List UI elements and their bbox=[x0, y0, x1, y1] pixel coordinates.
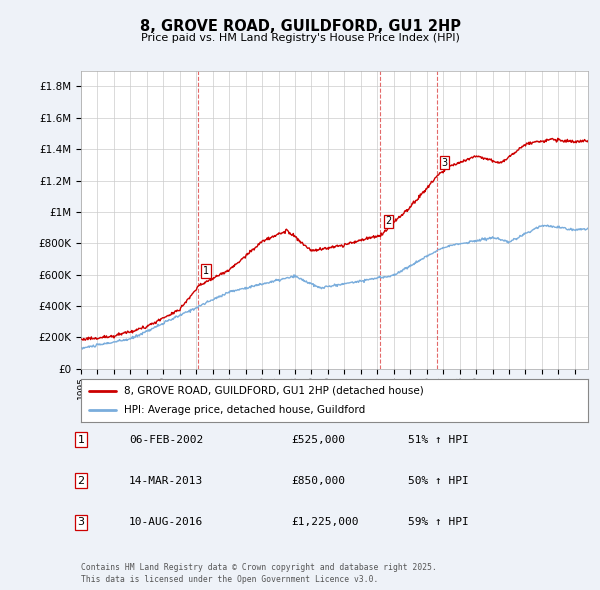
Text: Price paid vs. HM Land Registry's House Price Index (HPI): Price paid vs. HM Land Registry's House … bbox=[140, 33, 460, 42]
Text: 1: 1 bbox=[77, 435, 85, 444]
Text: £850,000: £850,000 bbox=[291, 476, 345, 486]
Text: 50% ↑ HPI: 50% ↑ HPI bbox=[408, 476, 469, 486]
Text: 14-MAR-2013: 14-MAR-2013 bbox=[129, 476, 203, 486]
Text: 2: 2 bbox=[77, 476, 85, 486]
Text: 8, GROVE ROAD, GUILDFORD, GU1 2HP (detached house): 8, GROVE ROAD, GUILDFORD, GU1 2HP (detac… bbox=[124, 386, 424, 396]
Text: 1: 1 bbox=[203, 266, 209, 276]
Text: Contains HM Land Registry data © Crown copyright and database right 2025.
This d: Contains HM Land Registry data © Crown c… bbox=[81, 563, 437, 584]
Text: 59% ↑ HPI: 59% ↑ HPI bbox=[408, 517, 469, 527]
Text: 3: 3 bbox=[77, 517, 85, 527]
Text: £1,225,000: £1,225,000 bbox=[291, 517, 359, 527]
Text: £525,000: £525,000 bbox=[291, 435, 345, 444]
Text: 10-AUG-2016: 10-AUG-2016 bbox=[129, 517, 203, 527]
Text: 2: 2 bbox=[385, 217, 392, 227]
Text: 8, GROVE ROAD, GUILDFORD, GU1 2HP: 8, GROVE ROAD, GUILDFORD, GU1 2HP bbox=[139, 19, 461, 34]
Text: 3: 3 bbox=[442, 158, 448, 168]
Text: 06-FEB-2002: 06-FEB-2002 bbox=[129, 435, 203, 444]
Text: HPI: Average price, detached house, Guildford: HPI: Average price, detached house, Guil… bbox=[124, 405, 365, 415]
Text: 51% ↑ HPI: 51% ↑ HPI bbox=[408, 435, 469, 444]
